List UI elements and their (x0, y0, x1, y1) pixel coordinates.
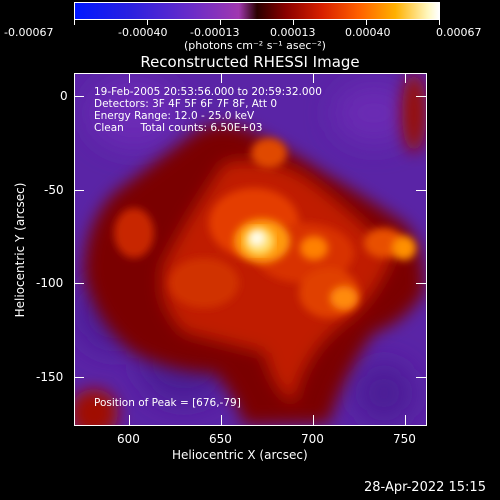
colorbar-tick-label: 0.00040 (345, 26, 391, 39)
x-axis-label: Heliocentric X (arcsec) (172, 448, 308, 462)
x-tick-label: 650 (209, 432, 232, 446)
plot-frame (74, 73, 427, 426)
info-line: Energy Range: 12.0 - 25.0 keV (94, 110, 255, 122)
colorbar-units: (photons cm⁻² s⁻¹ asec⁻²) (184, 39, 326, 52)
y-tick-label: -50 (44, 183, 64, 197)
info-line: 19-Feb-2005 20:53:56.000 to 20:59:32.000 (94, 86, 322, 98)
colorbar (74, 2, 440, 20)
info-line: Clean Total counts: 6.50E+03 (94, 122, 263, 134)
timestamp: 28-Apr-2022 15:15 (364, 480, 486, 495)
plot-title: Reconstructed RHESSI Image (140, 53, 360, 71)
y-tick-label: 0 (60, 89, 68, 103)
x-tick-label: 750 (393, 432, 416, 446)
colorbar-tick-label: -0.00013 (190, 26, 240, 39)
colorbar-tick-label: -0.00040 (118, 26, 168, 39)
y-axis-label: Heliocentric Y (arcsec) (13, 182, 27, 318)
y-tick-label: -150 (36, 370, 64, 384)
colorbar-tick-label: 0.00067 (436, 26, 482, 39)
x-tick-label: 700 (301, 432, 324, 446)
y-tick-label: -100 (36, 276, 64, 290)
info-line: Detectors: 3F 4F 5F 6F 7F 8F, Att 0 (94, 98, 278, 110)
solar-image (74, 73, 426, 425)
colorbar-tick-label: -0.00067 (4, 26, 54, 39)
colorbar-tick-label: 0.00013 (270, 26, 316, 39)
colorbar-ticks (0, 20, 500, 26)
y-ticks (74, 73, 427, 426)
peak-position: Position of Peak = [676,-79] (94, 397, 241, 409)
x-tick-label: 600 (117, 432, 140, 446)
